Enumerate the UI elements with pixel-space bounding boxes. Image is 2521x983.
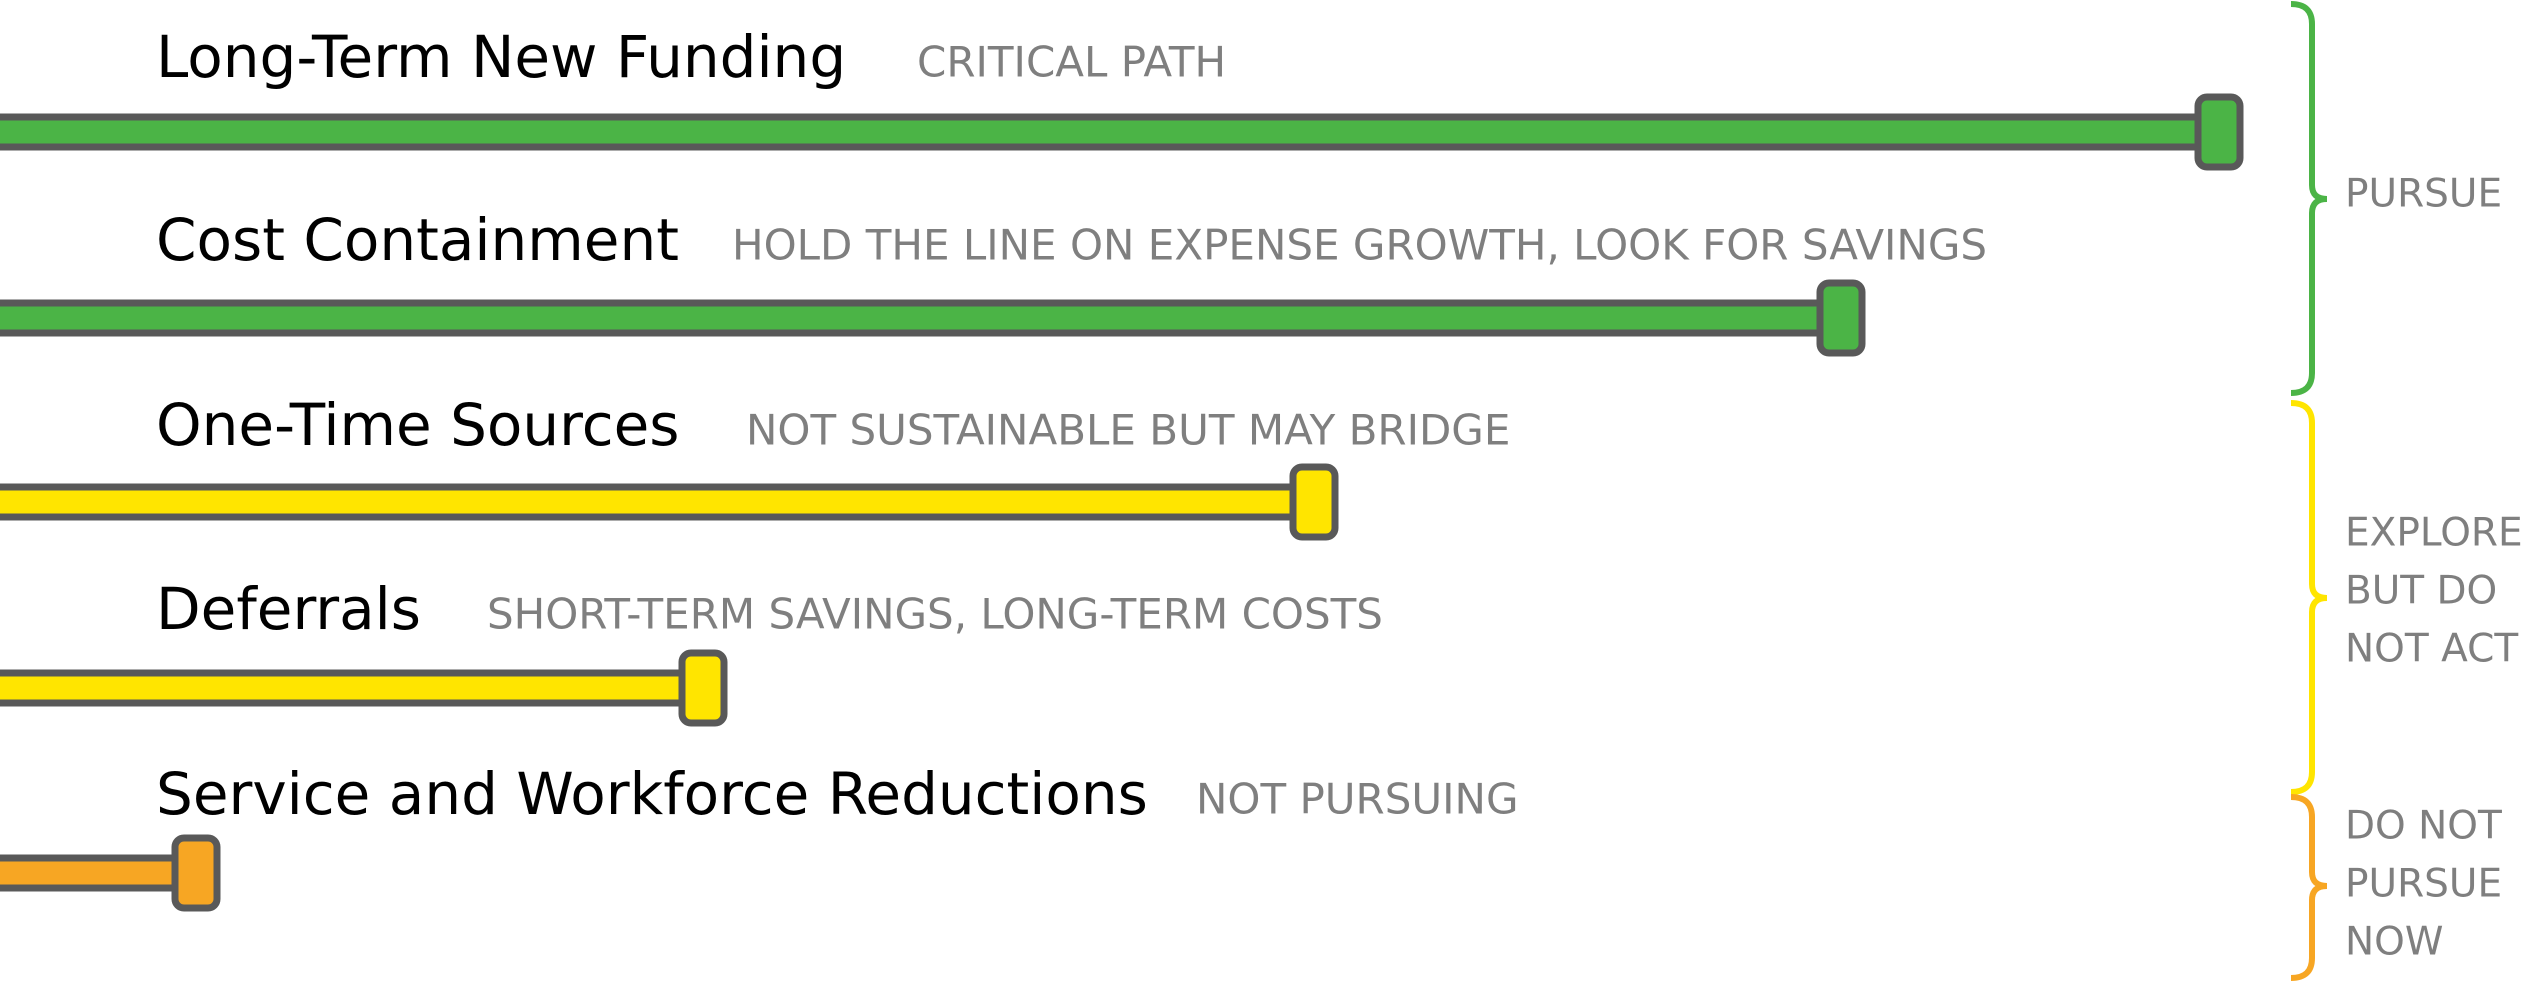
- item-note: HOLD THE LINE ON EXPENSE GROWTH, LOOK FO…: [732, 221, 1987, 270]
- bar-cap: [2194, 93, 2244, 171]
- brace: [2290, 400, 2328, 795]
- bar: [0, 669, 698, 707]
- bar: [0, 113, 2214, 151]
- item-note: CRITICAL PATH: [917, 38, 1226, 87]
- bar: [0, 854, 191, 892]
- brace: [2290, 794, 2328, 981]
- item-note: NOT PURSUING: [1196, 775, 1519, 824]
- brace: [2290, 1, 2328, 396]
- item-label: Service and Workforce Reductions: [156, 760, 1148, 828]
- group-label: DO NOT: [2345, 804, 2502, 849]
- item-label: Cost Containment: [156, 206, 679, 274]
- bar-cap: [1289, 463, 1339, 541]
- group-label: PURSUE: [2345, 862, 2502, 907]
- item-label: Deferrals: [156, 575, 421, 643]
- item-label: One-Time Sources: [156, 391, 680, 459]
- group-label: NOW: [2345, 920, 2443, 965]
- item-note: SHORT-TERM SAVINGS, LONG-TERM COSTS: [487, 590, 1383, 639]
- bar: [0, 299, 1836, 337]
- bar-cap: [1816, 279, 1866, 357]
- item-label: Long-Term New Funding: [156, 23, 846, 91]
- group-label: EXPLORE: [2345, 511, 2521, 556]
- bar: [0, 483, 1309, 521]
- group-label: NOT ACT: [2345, 627, 2518, 672]
- item-note: NOT SUSTAINABLE BUT MAY BRIDGE: [746, 406, 1510, 455]
- bar-cap: [171, 834, 221, 912]
- group-label: BUT DO: [2345, 569, 2497, 614]
- group-label: PURSUE: [2345, 172, 2502, 217]
- bar-cap: [678, 649, 728, 727]
